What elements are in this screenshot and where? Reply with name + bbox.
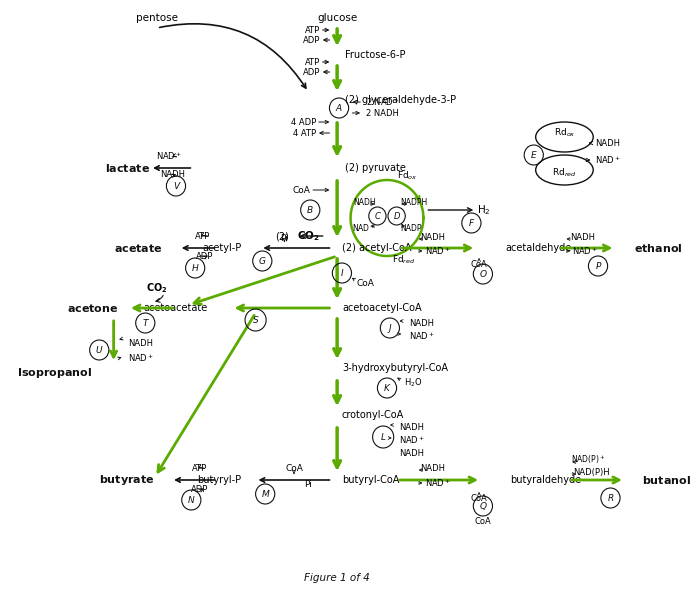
Text: NAD$^+$: NAD$^+$	[595, 154, 621, 166]
Text: NADH: NADH	[409, 318, 434, 327]
Text: pentose: pentose	[136, 13, 178, 23]
Text: butyraldehyde: butyraldehyde	[510, 475, 581, 485]
Text: NAD(P)$^+$: NAD(P)$^+$	[572, 453, 606, 466]
Text: CoA: CoA	[475, 517, 491, 526]
Text: Figure 1 of 4: Figure 1 of 4	[305, 573, 370, 583]
Text: NAD$^+$: NAD$^+$	[351, 222, 376, 234]
Text: NAD(P)H: NAD(P)H	[573, 468, 610, 477]
Text: ATP: ATP	[305, 57, 320, 66]
Text: (2): (2)	[275, 231, 289, 241]
Text: M: M	[261, 490, 269, 498]
Text: NADH: NADH	[160, 169, 185, 179]
Text: CoA: CoA	[293, 185, 310, 195]
Text: ATP: ATP	[305, 25, 320, 34]
Text: Q: Q	[480, 501, 487, 510]
Text: ADP: ADP	[196, 252, 213, 260]
Text: CoA: CoA	[356, 278, 374, 288]
Text: NADH: NADH	[128, 339, 153, 348]
Text: CoA: CoA	[285, 464, 303, 472]
Text: (2) acetyl-CoA: (2) acetyl-CoA	[342, 243, 411, 253]
Text: NAD$^+$: NAD$^+$	[409, 330, 435, 342]
Text: 4 ADP: 4 ADP	[291, 117, 316, 127]
Text: P: P	[595, 262, 601, 271]
Text: ATP: ATP	[195, 231, 210, 240]
Text: NADH: NADH	[570, 233, 595, 242]
Text: 2 NAD$^+$: 2 NAD$^+$	[366, 96, 400, 108]
Text: NADPH: NADPH	[401, 198, 428, 207]
Text: $\mathbf{CO_2}$: $\mathbf{CO_2}$	[297, 229, 320, 243]
Text: R: R	[607, 494, 613, 503]
Text: $\bf{butanol}$: $\bf{butanol}$	[642, 474, 691, 486]
Text: NAD$^+$: NAD$^+$	[399, 434, 426, 446]
Text: NADH: NADH	[420, 233, 445, 242]
Text: CoA: CoA	[470, 259, 487, 269]
Text: NADH: NADH	[420, 464, 445, 472]
Text: L: L	[381, 433, 385, 442]
Text: U: U	[96, 346, 102, 355]
Text: A: A	[336, 104, 342, 112]
Text: ADP: ADP	[302, 36, 320, 44]
Text: 4 ATP: 4 ATP	[293, 128, 316, 137]
Text: acetoacetate: acetoacetate	[144, 303, 208, 313]
Text: glucose: glucose	[317, 13, 358, 23]
Text: Pi: Pi	[305, 480, 312, 488]
Text: 2 NADH: 2 NADH	[366, 108, 399, 117]
Text: ADP: ADP	[302, 67, 320, 76]
Text: NADH: NADH	[595, 139, 620, 147]
Text: (2) glyceraldehyde-3-P: (2) glyceraldehyde-3-P	[345, 95, 456, 105]
Text: $\bf{ethanol}$: $\bf{ethanol}$	[634, 242, 683, 254]
Text: H: H	[192, 263, 199, 272]
Text: CoA: CoA	[470, 494, 487, 503]
Text: D: D	[393, 211, 400, 220]
Text: Fructose-6-P: Fructose-6-P	[345, 50, 405, 60]
Text: NADH: NADH	[399, 449, 424, 458]
Text: $\bf{butyrate}$: $\bf{butyrate}$	[99, 473, 155, 487]
Text: NADH: NADH	[399, 423, 424, 432]
Text: I: I	[341, 269, 343, 278]
Text: F: F	[469, 218, 474, 227]
Text: $\bf{lactate}$: $\bf{lactate}$	[105, 162, 150, 174]
Text: butyryl-P: butyryl-P	[197, 475, 241, 485]
Text: J: J	[388, 323, 391, 333]
Text: B: B	[307, 205, 314, 214]
Text: NAD$^+$: NAD$^+$	[572, 245, 597, 257]
Text: T: T	[143, 318, 148, 327]
Text: S: S	[253, 316, 259, 324]
Text: NADH: NADH	[353, 198, 376, 207]
Text: Rd$_{ox}$: Rd$_{ox}$	[553, 127, 575, 139]
Text: $\bf{Isopropanol}$: $\bf{Isopropanol}$	[17, 366, 93, 380]
Text: acetoacetyl-CoA: acetoacetyl-CoA	[342, 303, 422, 313]
Text: acetaldehyde: acetaldehyde	[505, 243, 572, 253]
Text: V: V	[173, 182, 179, 191]
Text: butyryl-CoA: butyryl-CoA	[342, 475, 399, 485]
Text: G: G	[259, 256, 266, 265]
Text: Pi: Pi	[280, 233, 289, 243]
Text: (2) pyruvate: (2) pyruvate	[345, 163, 406, 173]
Text: 3-hydroxybutyryl-CoA: 3-hydroxybutyryl-CoA	[342, 363, 448, 373]
Text: C: C	[374, 211, 381, 220]
Text: Fd$_{ox}$: Fd$_{ox}$	[397, 170, 418, 182]
Text: $\bf{acetone}$: $\bf{acetone}$	[67, 302, 118, 314]
Text: Rd$_{red}$: Rd$_{red}$	[552, 167, 576, 179]
Text: H$_2$O: H$_2$O	[404, 377, 423, 390]
Text: H$_2$: H$_2$	[477, 203, 491, 217]
Text: $\bf{acetate}$: $\bf{acetate}$	[114, 242, 162, 254]
Text: NAD$^+$: NAD$^+$	[128, 352, 154, 364]
Text: N: N	[188, 496, 194, 504]
Text: ATP: ATP	[192, 464, 208, 472]
Text: E: E	[531, 150, 537, 159]
Text: NAD$^+$: NAD$^+$	[156, 150, 183, 162]
Text: NAD$^+$: NAD$^+$	[424, 477, 451, 489]
Text: NAD$^+$: NAD$^+$	[424, 245, 451, 257]
Text: $\mathbf{CO_2}$: $\mathbf{CO_2}$	[146, 281, 167, 295]
Text: ADP: ADP	[191, 484, 208, 494]
Text: crotonyl-CoA: crotonyl-CoA	[342, 410, 404, 420]
Text: acetyl-P: acetyl-P	[202, 243, 241, 253]
Text: NADP: NADP	[401, 224, 422, 233]
Text: O: O	[480, 269, 487, 278]
Text: K: K	[384, 384, 390, 392]
Text: Fd$_{red}$: Fd$_{red}$	[392, 254, 415, 266]
